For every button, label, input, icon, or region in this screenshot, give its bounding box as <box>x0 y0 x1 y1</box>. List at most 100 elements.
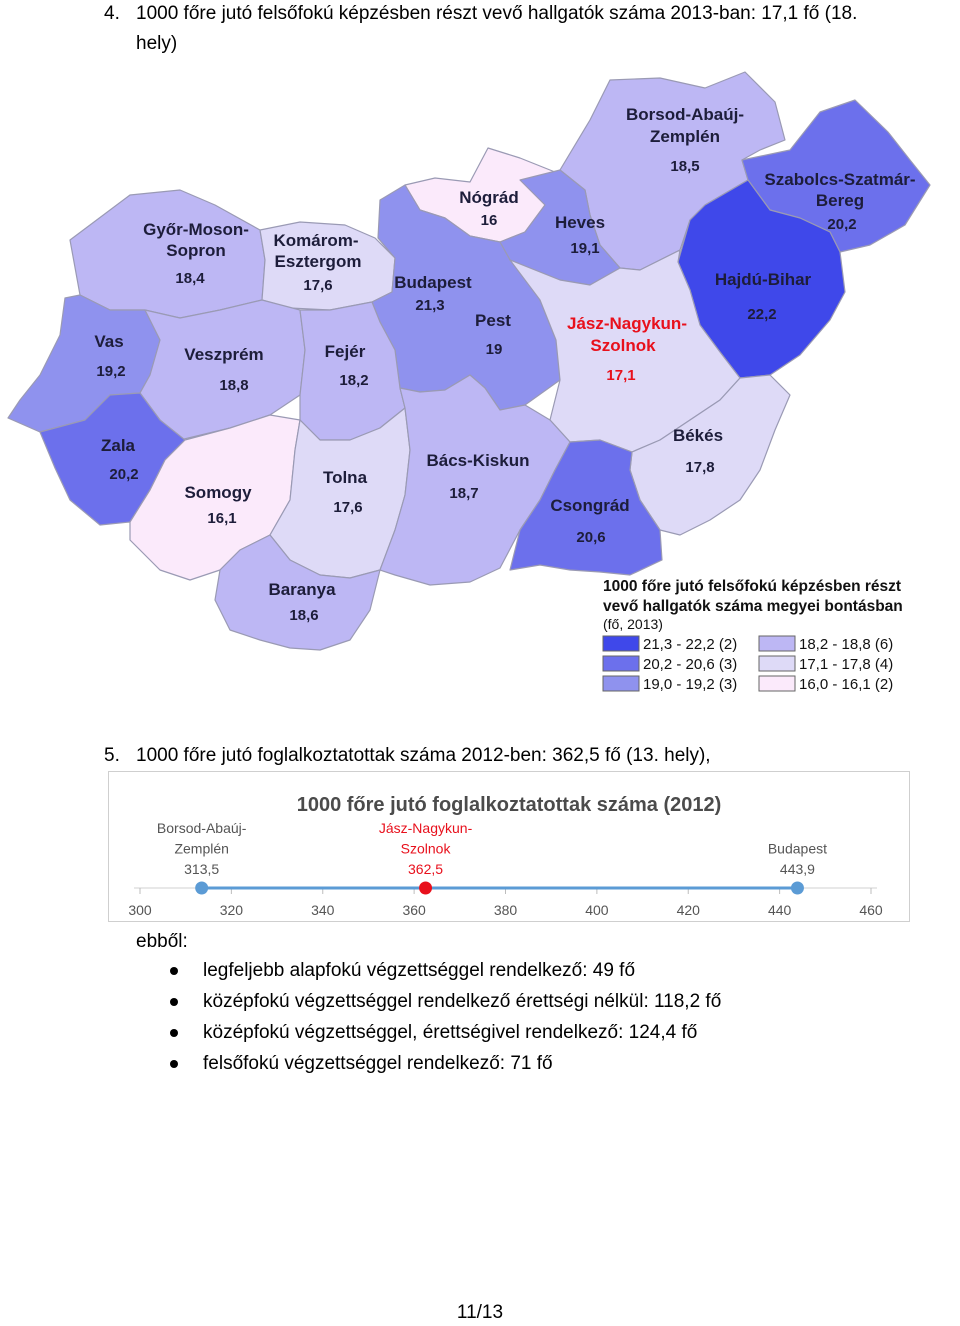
county-value-baranya: 18,6 <box>289 607 318 624</box>
county-name-hajdu: Hajdú-Bihar <box>715 270 812 289</box>
county-name-szabolcs: Szabolcs-Szatmár- <box>764 170 915 189</box>
data-label: Jász-Nagykun- <box>379 820 473 836</box>
employment-axis-chart: 1000 főre jutó foglalkoztatottak száma (… <box>108 771 910 922</box>
axis-tick-label: 380 <box>494 902 518 918</box>
list-item: legfeljebb alapfokú végzettséggel rendel… <box>168 955 721 986</box>
county-value-zala: 20,2 <box>109 466 138 483</box>
list-item-text: legfeljebb alapfokú végzettséggel rendel… <box>203 960 636 981</box>
bullet-icon <box>170 967 178 975</box>
section-4-heading: 4. 1000 főre jutó felsőfokú képzésben ré… <box>0 0 960 60</box>
legend-title-line2: vevő hallgatók száma megyei bontásban <box>603 598 903 615</box>
county-value-bekes: 17,8 <box>685 459 714 476</box>
county-value-pest: 19 <box>486 341 503 358</box>
county-name-gyor: Győr-Moson- <box>143 220 249 239</box>
county-value-veszprem: 18,8 <box>219 377 248 394</box>
axis-tick-label: 460 <box>859 902 883 918</box>
breakdown-intro: ebből: <box>136 931 188 952</box>
county-name-csongrad: Csongrád <box>550 496 629 515</box>
legend-swatch-6 <box>758 675 796 692</box>
county-name-tolna: Tolna <box>323 468 368 487</box>
county-value-vas: 19,2 <box>96 363 125 380</box>
axis-chart-title: 1000 főre jutó foglalkoztatottak száma (… <box>297 794 722 816</box>
county-name-fejer: Fejér <box>325 342 366 361</box>
legend-label-4: 18,2 - 18,8 (6) <box>799 636 893 653</box>
data-point <box>195 881 209 895</box>
legend-subtitle: (fő, 2013) <box>603 616 663 632</box>
axis-tick-label: 360 <box>402 902 426 918</box>
data-label: Szolnok <box>401 841 452 857</box>
county-value-heves: 19,1 <box>570 240 599 257</box>
list-item-text: felsőfokú végzettséggel rendelkező: 71 f… <box>203 1053 553 1074</box>
county-value-csongrad: 20,6 <box>576 529 605 546</box>
county-name-komarom: Komárom- <box>273 231 358 250</box>
legend-swatch-4 <box>758 635 796 652</box>
list-item: felsőfokú végzettséggel rendelkező: 71 f… <box>168 1048 721 1079</box>
county-name-veszprem: Veszprém <box>184 345 263 364</box>
section-5-text: 1000 főre jutó foglalkoztatottak száma 2… <box>136 745 711 766</box>
axis-tick-label: 300 <box>128 902 152 918</box>
county-name-zala: Zala <box>101 436 136 455</box>
bullet-icon <box>170 1060 178 1068</box>
axis-chart-svg: 1000 főre jutó foglalkoztatottak száma (… <box>128 794 883 918</box>
county-value-komarom: 17,6 <box>303 277 332 294</box>
data-label: Zemplén <box>174 841 228 857</box>
bullet-icon <box>170 998 178 1006</box>
data-label: 362,5 <box>408 861 443 877</box>
county-name-szabolcs-2: Bereg <box>816 191 864 210</box>
county-name-vas: Vas <box>94 332 123 351</box>
section-4-line1: 1000 főre jutó felsőfokú képzésben részt… <box>136 3 858 24</box>
legend-label-3: 19,0 - 19,2 (3) <box>643 676 737 693</box>
county-value-budapest: 21,3 <box>415 297 444 314</box>
breakdown-list: legfeljebb alapfokú végzettséggel rendel… <box>168 955 721 1079</box>
county-value-jasz: 17,1 <box>606 367 635 384</box>
section-5-number: 5. <box>104 745 120 766</box>
county-name-gyor-2: Sopron <box>166 241 226 260</box>
section-4-line2: hely) <box>136 33 178 54</box>
section-5-heading: 5. 1000 főre jutó foglalkoztatottak szám… <box>0 742 960 770</box>
page-number: 11/13 <box>456 1302 504 1323</box>
list-item-text: középfokú végzettséggel rendelkező érett… <box>203 991 722 1012</box>
legend-label-1: 21,3 - 22,2 (2) <box>643 636 737 653</box>
county-name-baranya: Baranya <box>268 580 336 599</box>
data-label: 443,9 <box>780 861 815 877</box>
data-label: 313,5 <box>184 861 219 877</box>
legend-swatch-1 <box>602 635 640 652</box>
county-csongrad <box>509 439 663 576</box>
legend-label-5: 17,1 - 17,8 (4) <box>799 656 893 673</box>
list-item: középfokú végzettséggel rendelkező érett… <box>168 986 721 1017</box>
bullet-icon <box>170 1029 178 1037</box>
county-value-borsod: 18,5 <box>670 158 699 175</box>
county-baranya <box>214 534 381 651</box>
county-value-somogy: 16,1 <box>207 510 236 527</box>
map-legend: 1000 főre jutó felsőfokú képzésben részt… <box>602 578 903 693</box>
county-value-nograd: 16 <box>481 212 498 229</box>
legend-label-2: 20,2 - 20,6 (3) <box>643 656 737 673</box>
axis-tick-label: 440 <box>768 902 792 918</box>
county-name-heves: Heves <box>555 213 605 232</box>
county-name-jasz: Jász-Nagykun- <box>567 314 687 333</box>
county-value-gyor: 18,4 <box>175 270 205 287</box>
data-point <box>419 881 433 895</box>
county-name-borsod: Borsod-Abaúj- <box>626 105 744 124</box>
county-value-fejer: 18,2 <box>339 372 368 389</box>
county-value-tolna: 17,6 <box>333 499 362 516</box>
legend-swatch-3 <box>602 675 640 692</box>
county-name-jasz-2: Szolnok <box>590 336 656 355</box>
legend-swatch-2 <box>602 655 640 672</box>
county-name-pest: Pest <box>475 311 511 330</box>
axis-tick-label: 400 <box>585 902 609 918</box>
county-value-bacs: 18,7 <box>449 485 478 502</box>
list-item-text: középfokú végzettséggel, érettségivel re… <box>203 1022 698 1043</box>
legend-title-line1: 1000 főre jutó felsőfokú képzésben részt <box>603 578 901 595</box>
county-name-somogy: Somogy <box>184 483 252 502</box>
county-name-komarom-2: Esztergom <box>275 252 362 271</box>
county-name-bacs: Bács-Kiskun <box>427 451 530 470</box>
county-name-nograd: Nógrád <box>459 188 519 207</box>
county-name-borsod-2: Zemplén <box>650 127 720 146</box>
county-value-hajdu: 22,2 <box>747 306 776 323</box>
county-labels: Borsod-Abaúj- Zemplén 18,5 Szabolcs-Szat… <box>94 105 915 624</box>
legend-swatch-5 <box>758 655 796 672</box>
legend-label-6: 16,0 - 16,1 (2) <box>799 676 893 693</box>
county-value-szabolcs: 20,2 <box>827 216 856 233</box>
data-label: Budapest <box>768 841 827 857</box>
